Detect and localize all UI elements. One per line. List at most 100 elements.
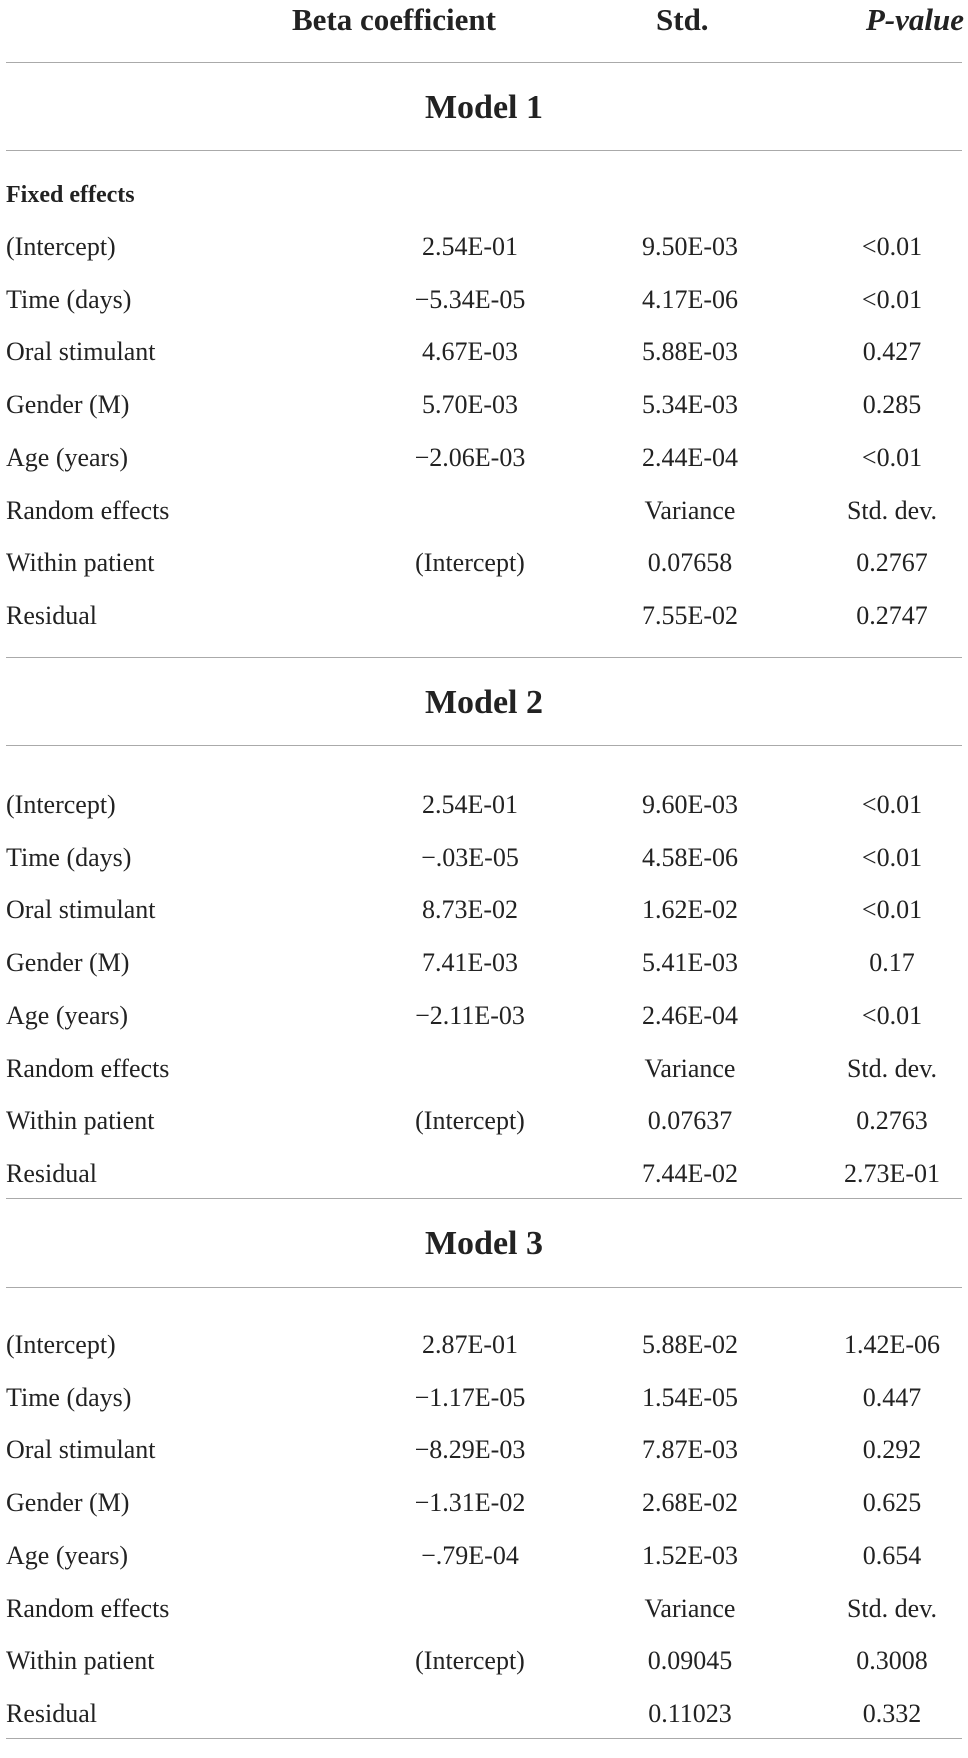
- table-rule: [6, 62, 962, 63]
- beta-value: (Intercept): [415, 548, 525, 577]
- beta-value: 8.73E-02: [421, 895, 519, 924]
- p-value: Std. dev.: [846, 496, 938, 525]
- beta-value: −8.29E-03: [414, 1435, 526, 1464]
- row-label: (Intercept): [6, 232, 116, 261]
- row-label: Age (years): [6, 1001, 128, 1030]
- p-value: 0.292: [862, 1435, 922, 1464]
- row-label: Within patient: [6, 548, 155, 577]
- p-value: 0.654: [862, 1541, 922, 1570]
- table-rule: [6, 150, 962, 151]
- row-label: Time (days): [6, 843, 132, 872]
- p-value: <0.01: [861, 895, 923, 924]
- table-rule: [6, 745, 962, 746]
- row-label: Residual: [6, 601, 97, 630]
- std-value: 4.58E-06: [641, 843, 739, 872]
- p-value: 0.3008: [856, 1646, 928, 1675]
- std-value: 9.60E-03: [641, 790, 739, 819]
- beta-value: 5.70E-03: [421, 390, 519, 419]
- std-value: 5.88E-03: [641, 337, 739, 366]
- header-beta-coefficient: Beta coefficient: [292, 2, 496, 37]
- p-value: <0.01: [861, 1001, 923, 1030]
- row-label: Age (years): [6, 1541, 128, 1570]
- beta-value: (Intercept): [415, 1106, 525, 1135]
- std-value: 0.09045: [647, 1646, 733, 1675]
- std-value: 9.50E-03: [641, 232, 739, 261]
- p-value: 0.625: [862, 1488, 922, 1517]
- std-value: 2.68E-02: [641, 1488, 739, 1517]
- row-label: Age (years): [6, 443, 128, 472]
- beta-value: 2.87E-01: [421, 1330, 519, 1359]
- p-value: 0.427: [862, 337, 922, 366]
- std-value: 7.55E-02: [641, 601, 739, 630]
- p-value: <0.01: [861, 285, 923, 314]
- p-value: <0.01: [861, 232, 923, 261]
- row-label: Within patient: [6, 1646, 155, 1675]
- std-value: Variance: [644, 496, 736, 525]
- std-value: 5.41E-03: [641, 948, 739, 977]
- row-label: Random effects: [6, 496, 170, 525]
- row-label: Time (days): [6, 285, 132, 314]
- p-value: 0.2747: [856, 601, 928, 630]
- std-value: Variance: [644, 1054, 736, 1083]
- p-value: 2.73E-01: [843, 1159, 941, 1188]
- beta-value: −.79E-04: [421, 1541, 519, 1570]
- p-value: Std. dev.: [846, 1054, 938, 1083]
- model-title: Model 2: [424, 684, 544, 721]
- std-value: 7.87E-03: [641, 1435, 739, 1464]
- p-value: 0.2767: [856, 548, 928, 577]
- p-value: 0.17: [869, 948, 915, 977]
- row-label: Gender (M): [6, 1488, 130, 1517]
- std-value: 7.44E-02: [641, 1159, 739, 1188]
- beta-value: −5.34E-05: [414, 285, 526, 314]
- p-value: <0.01: [861, 843, 923, 872]
- p-value: <0.01: [861, 790, 923, 819]
- table-rule: [6, 1287, 962, 1288]
- p-value: 0.2763: [856, 1106, 928, 1135]
- row-label: Random effects: [6, 1594, 170, 1623]
- row-label: (Intercept): [6, 790, 116, 819]
- std-value: Variance: [644, 1594, 736, 1623]
- std-value: 0.07637: [647, 1106, 733, 1135]
- std-value: 1.54E-05: [641, 1383, 739, 1412]
- row-label: Residual: [6, 1159, 97, 1188]
- row-label: Within patient: [6, 1106, 155, 1135]
- section-subheading: Fixed effects: [6, 182, 135, 208]
- p-value: 0.285: [862, 390, 922, 419]
- beta-value: 4.67E-03: [421, 337, 519, 366]
- row-label: Oral stimulant: [6, 337, 156, 366]
- beta-value: 7.41E-03: [421, 948, 519, 977]
- row-label: Oral stimulant: [6, 1435, 156, 1464]
- beta-value: −1.17E-05: [414, 1383, 526, 1412]
- row-label: Residual: [6, 1699, 97, 1728]
- p-value: 0.447: [862, 1383, 922, 1412]
- table-rule: [6, 1738, 962, 1739]
- std-value: 1.52E-03: [641, 1541, 739, 1570]
- beta-value: −1.31E-02: [414, 1488, 526, 1517]
- row-label: Oral stimulant: [6, 895, 156, 924]
- std-value: 4.17E-06: [641, 285, 739, 314]
- row-label: Gender (M): [6, 948, 130, 977]
- std-value: 1.62E-02: [641, 895, 739, 924]
- std-value: 5.88E-02: [641, 1330, 739, 1359]
- header-p-value: P-value: [865, 2, 964, 37]
- beta-value: −2.11E-03: [415, 1001, 525, 1030]
- table-rule: [6, 657, 962, 658]
- row-label: Time (days): [6, 1383, 132, 1412]
- p-value: 1.42E-06: [843, 1330, 941, 1359]
- row-label: Gender (M): [6, 390, 130, 419]
- model-title: Model 1: [424, 89, 544, 126]
- beta-value: (Intercept): [415, 1646, 525, 1675]
- std-value: 0.07658: [647, 548, 733, 577]
- std-value: 0.11023: [648, 1699, 732, 1728]
- std-value: 2.46E-04: [641, 1001, 739, 1030]
- p-value: Std. dev.: [846, 1594, 938, 1623]
- row-label: (Intercept): [6, 1330, 116, 1359]
- header-std: Std.: [656, 2, 709, 37]
- row-label: Random effects: [6, 1054, 170, 1083]
- beta-value: −2.06E-03: [414, 443, 526, 472]
- beta-value: 2.54E-01: [421, 790, 519, 819]
- std-value: 5.34E-03: [641, 390, 739, 419]
- p-value: 0.332: [862, 1699, 922, 1728]
- table-rule: [6, 1198, 962, 1199]
